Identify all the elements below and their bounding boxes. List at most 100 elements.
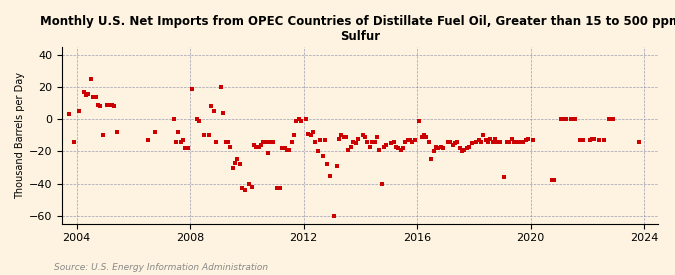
Point <box>445 140 456 144</box>
Point <box>182 146 193 150</box>
Point <box>414 119 425 123</box>
Point <box>218 111 229 115</box>
Point <box>352 136 363 141</box>
Point <box>313 149 323 154</box>
Point <box>475 140 486 144</box>
Point <box>232 157 243 162</box>
Point <box>369 140 380 144</box>
Point <box>105 103 115 107</box>
Point <box>333 136 344 141</box>
Point <box>107 103 117 107</box>
Point <box>111 130 122 134</box>
Point <box>442 140 453 144</box>
Point <box>407 140 418 144</box>
Point <box>568 117 578 122</box>
Point <box>289 133 300 138</box>
Point <box>400 140 410 144</box>
Point <box>192 117 202 122</box>
Point <box>223 140 234 144</box>
Point <box>396 148 406 152</box>
Point <box>502 140 512 144</box>
Point <box>390 144 401 149</box>
Point <box>428 149 439 154</box>
Point <box>275 186 286 191</box>
Point <box>561 117 572 122</box>
Point <box>589 136 600 141</box>
Point <box>608 117 619 122</box>
Point <box>187 87 198 91</box>
Point <box>64 112 75 117</box>
Point <box>78 90 89 94</box>
Point <box>364 144 375 149</box>
Point <box>324 173 335 178</box>
Point <box>343 148 354 152</box>
Point <box>473 138 484 142</box>
Point <box>605 117 616 122</box>
Point <box>80 93 91 97</box>
Point <box>215 85 226 89</box>
Point <box>300 117 311 122</box>
Point <box>173 130 184 134</box>
Point <box>206 104 217 109</box>
Point <box>504 140 515 144</box>
Point <box>281 148 292 152</box>
Point <box>374 148 385 152</box>
Point <box>360 135 371 139</box>
Point <box>211 140 221 144</box>
Point <box>204 133 215 138</box>
Point <box>371 135 382 139</box>
Point <box>92 103 103 107</box>
Point <box>69 140 80 144</box>
Point <box>587 136 597 141</box>
Point <box>83 91 94 96</box>
Point <box>336 133 347 138</box>
Point <box>261 140 271 144</box>
Point <box>447 143 458 147</box>
Point <box>506 136 517 141</box>
Point <box>296 119 306 123</box>
Point <box>225 144 236 149</box>
Point <box>168 117 179 122</box>
Point <box>461 146 472 150</box>
Point <box>308 130 319 134</box>
Point <box>95 104 105 109</box>
Point <box>481 138 491 142</box>
Point <box>634 140 645 144</box>
Point <box>398 146 408 150</box>
Point <box>483 140 493 144</box>
Text: Source: U.S. Energy Information Administration: Source: U.S. Energy Information Administ… <box>54 263 268 272</box>
Point <box>303 131 314 136</box>
Point <box>244 182 254 186</box>
Point <box>267 140 278 144</box>
Point <box>239 188 250 192</box>
Point <box>424 140 435 144</box>
Point <box>470 140 481 144</box>
Point <box>246 185 257 189</box>
Point <box>85 77 96 81</box>
Point <box>547 178 558 183</box>
Point <box>410 138 421 142</box>
Point <box>485 136 495 141</box>
Title: Monthly U.S. Net Imports from OPEC Countries of Distillate Fuel Oil, Greater tha: Monthly U.S. Net Imports from OPEC Count… <box>40 15 675 43</box>
Point <box>570 117 580 122</box>
Point <box>265 140 276 144</box>
Point <box>317 154 328 158</box>
Point <box>402 138 413 142</box>
Point <box>142 138 153 142</box>
Point <box>194 119 205 123</box>
Point <box>487 140 498 144</box>
Point <box>220 140 231 144</box>
Point <box>456 149 467 154</box>
Point <box>338 135 349 139</box>
Point <box>584 138 595 142</box>
Point <box>393 146 404 150</box>
Point <box>346 144 356 149</box>
Point <box>341 135 352 139</box>
Point <box>251 144 262 149</box>
Point <box>256 143 267 147</box>
Point <box>277 146 288 150</box>
Point <box>454 146 465 150</box>
Point <box>464 144 475 149</box>
Point <box>178 138 188 142</box>
Point <box>518 140 529 144</box>
